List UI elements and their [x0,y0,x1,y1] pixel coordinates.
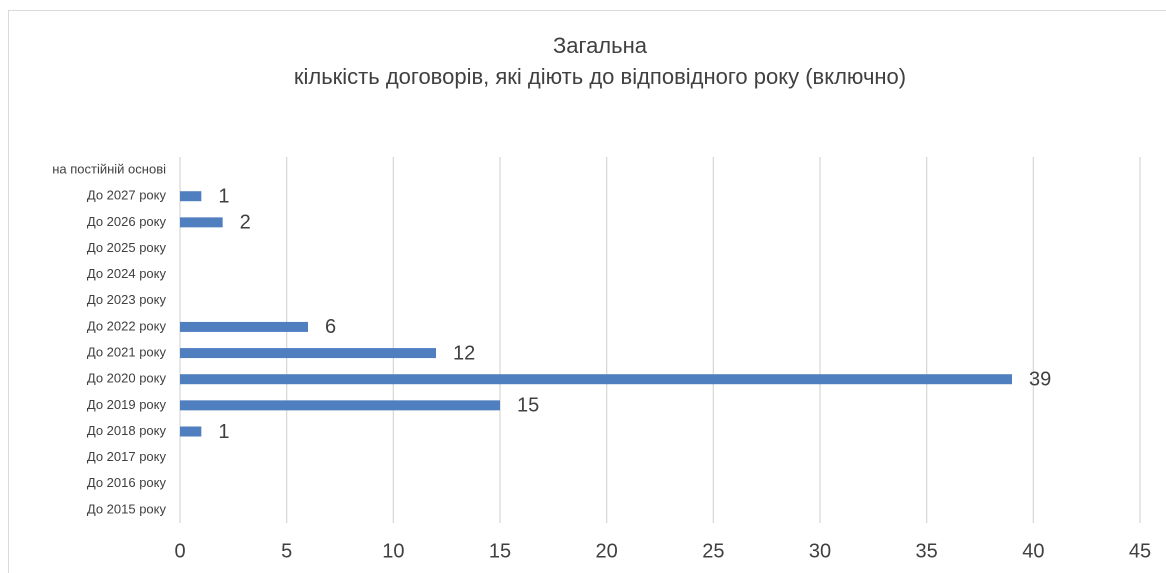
y-tick-label: До 2015 року [87,501,167,516]
data-label: 1 [218,421,229,443]
bar [180,321,308,332]
y-tick-label: До 2025 року [87,240,167,255]
bar [180,191,202,202]
y-tick-label: До 2018 року [87,423,167,438]
y-tick-label: До 2022 року [87,318,167,333]
y-tick-label: До 2026 року [87,214,167,229]
x-tick-label: 5 [281,540,292,562]
data-label: 6 [325,316,336,338]
x-tick-label: 30 [809,540,831,562]
x-tick-label: 45 [1129,540,1151,562]
y-tick-label: До 2021 року [87,345,167,360]
x-tick-label: 35 [916,540,938,562]
x-tick-label: 10 [382,540,404,562]
data-label: 1 [218,185,229,207]
y-tick-label: До 2016 року [87,475,167,490]
data-label: 12 [453,342,475,364]
data-label: 15 [517,395,539,417]
data-label: 39 [1029,368,1051,390]
bar [180,374,1012,385]
y-tick-label: До 2020 року [87,371,167,386]
bar [180,348,436,359]
bar [180,426,202,437]
x-tick-label: 15 [489,540,511,562]
data-label: 2 [240,212,251,234]
chart-title: Загальна [553,33,648,58]
bar [180,400,500,411]
y-tick-label: До 2027 року [87,188,167,203]
y-tick-label: До 2024 року [87,266,167,281]
x-tick-label: 20 [596,540,618,562]
y-tick-label: До 2019 року [87,397,167,412]
bar [180,217,223,228]
y-tick-label: До 2023 року [87,292,167,307]
y-tick-label: До 2017 року [87,449,167,464]
chart-border [8,10,1166,573]
x-tick-label: 25 [702,540,724,562]
y-tick-label: на постійній основі [52,162,166,177]
chart-title: кількість договорів, які діють до відпов… [294,64,906,89]
x-tick-label: 0 [174,540,185,562]
x-tick-label: 40 [1022,540,1044,562]
